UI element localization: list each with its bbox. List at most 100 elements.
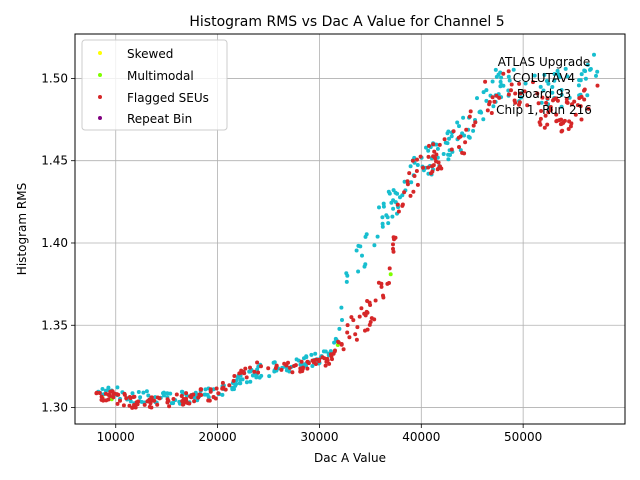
point-nominal [424, 145, 428, 150]
point-flagged-seus [124, 396, 129, 401]
point-flagged-seus [494, 93, 499, 98]
point-nominal [559, 88, 564, 92]
point-flagged-seus [184, 391, 189, 396]
annotation-text: ATLAS Upgrade COLUTAV4 Board 93 Chip 1, … [496, 55, 592, 117]
point-flagged-seus [540, 95, 545, 100]
point-nominal [220, 392, 225, 397]
point-nominal [313, 351, 318, 356]
point-flagged-seus [431, 154, 436, 159]
point-nominal [380, 221, 385, 226]
point-nominal [272, 369, 277, 374]
point-flagged-seus [471, 123, 476, 128]
point-flagged-seus [522, 89, 527, 94]
point-nominal [381, 204, 386, 209]
x-tick-label: 40000 [402, 430, 440, 444]
x-tick-label: 30000 [300, 430, 338, 444]
point-flagged-seus [180, 402, 185, 407]
point-flagged-seus [365, 327, 370, 332]
point-flagged-seus [355, 325, 360, 330]
point-nominal [332, 340, 337, 345]
point-flagged-seus [157, 396, 162, 401]
point-nominal [323, 349, 328, 354]
legend-label-multimodal: Multimodal [127, 69, 194, 83]
point-nominal [165, 391, 170, 396]
y-tick-label: 1.50 [41, 71, 68, 85]
point-flagged-seus [485, 108, 490, 113]
point-nominal [344, 271, 349, 276]
point-flagged-seus [463, 140, 468, 145]
point-nominal [372, 243, 377, 248]
point-flagged-seus [577, 96, 582, 101]
point-nominal [230, 385, 235, 390]
x-tick-label: 50000 [504, 430, 542, 444]
point-flagged-seus [402, 190, 407, 195]
point-flagged-seus [539, 109, 544, 113]
point-flagged-seus [407, 171, 412, 176]
point-nominal [445, 141, 450, 146]
point-flagged-seus [367, 300, 372, 305]
point-nominal [552, 78, 557, 83]
point-flagged-seus [196, 395, 201, 400]
point-flagged-seus [578, 104, 583, 109]
point-flagged-seus [411, 189, 416, 194]
point-flagged-seus [582, 88, 586, 93]
point-nominal [542, 72, 547, 77]
point-flagged-seus [174, 392, 179, 397]
point-nominal [408, 164, 413, 169]
x-axis-ticks: 10000 20000 30000 40000 50000 [97, 424, 542, 444]
point-nominal [344, 279, 349, 284]
legend-marker-multimodal [98, 73, 102, 77]
point-nominal [583, 76, 588, 81]
point-flagged-seus [545, 122, 550, 127]
point-flagged-seus [438, 164, 442, 169]
point-flagged-seus [387, 266, 392, 271]
point-flagged-seus [211, 395, 216, 399]
point-nominal [506, 74, 511, 79]
legend: Skewed Multimodal Flagged SEUs Repeat Bi… [81, 39, 228, 131]
point-flagged-seus [351, 318, 356, 323]
point-nominal [550, 90, 555, 95]
point-flagged-seus [274, 363, 279, 368]
point-flagged-seus [536, 101, 541, 106]
point-flagged-seus [339, 342, 344, 347]
point-flagged-seus [282, 361, 287, 366]
point-flagged-seus [127, 395, 132, 399]
point-nominal [538, 84, 543, 89]
point-nominal [339, 305, 344, 310]
y-tick-label: 1.45 [41, 154, 68, 168]
point-flagged-seus [345, 323, 350, 328]
point-flagged-seus [155, 402, 160, 407]
point-nominal [168, 391, 173, 396]
point-nominal [455, 120, 460, 125]
point-flagged-seus [111, 395, 116, 400]
point-flagged-seus [322, 356, 327, 361]
point-nominal [340, 318, 344, 322]
point-nominal [391, 206, 396, 211]
point-flagged-seus [426, 165, 431, 170]
point-flagged-seus [501, 71, 506, 76]
point-flagged-seus [400, 203, 405, 208]
point-nominal [478, 109, 483, 114]
point-flagged-seus [353, 332, 358, 337]
point-flagged-seus [431, 163, 436, 168]
point-nominal [552, 72, 557, 76]
point-flagged-seus [395, 202, 400, 207]
point-flagged-seus [467, 114, 472, 119]
point-nominal [205, 392, 210, 397]
point-flagged-seus [189, 395, 194, 400]
point-nominal [380, 224, 385, 229]
point-nominal [271, 360, 276, 365]
point-flagged-seus [298, 369, 303, 374]
point-flagged-seus [544, 100, 549, 105]
point-nominal [356, 269, 361, 274]
point-flagged-seus [349, 315, 354, 320]
point-flagged-seus [362, 311, 367, 316]
point-flagged-seus [104, 398, 109, 403]
point-flagged-seus [327, 361, 332, 366]
point-flagged-seus [207, 398, 212, 403]
point-flagged-seus [147, 404, 152, 409]
point-flagged-seus [142, 402, 147, 407]
point-nominal [375, 234, 380, 239]
point-nominal [577, 78, 582, 83]
point-nominal [532, 73, 537, 78]
